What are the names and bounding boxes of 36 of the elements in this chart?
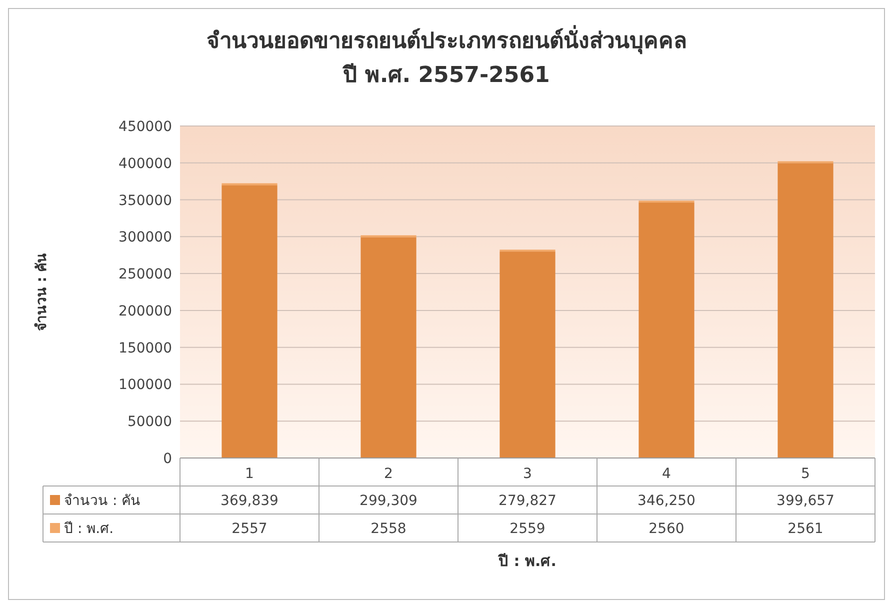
x-tick-label: 5 [801,466,810,482]
y-tick-label: 150000 [118,340,172,356]
data-label: 2558 [370,521,406,537]
chart-subtitle: ปี พ.ศ. 2557-2561 [342,63,550,88]
y-tick-label: 450000 [118,119,172,135]
legend-label: จำนวน : คัน [64,493,141,509]
x-tick-label: 1 [245,466,254,482]
x-tick-label: 4 [662,466,672,482]
y-tick-label: 100000 [118,377,172,394]
x-tick-label: 2 [384,466,393,482]
y-tick-label: 0 [163,451,172,467]
data-label: 2559 [510,521,546,537]
data-label: 369,839 [220,493,278,509]
bar [500,252,556,458]
bar [360,237,416,458]
y-tick-label: 300000 [118,230,172,246]
y-tick-label: 350000 [118,192,172,209]
data-label: 299,309 [360,493,418,509]
bar [778,163,834,458]
x-axis-title: ปี : พ.ศ. [498,552,556,570]
y-tick-label: 250000 [118,266,172,283]
y-tick-label: 200000 [118,303,172,320]
data-label: 2557 [232,521,268,537]
y-tick-label: 50000 [127,414,172,430]
data-label: 2561 [788,521,824,537]
legend-label: ปี : พ.ศ. [64,521,114,537]
x-tick-label: 3 [523,466,532,482]
chart-title: จำนวนยอดขายรถยนต์ประเภทรถยนต์นั่งส่วนบุคคล [206,24,686,55]
data-label: 279,827 [498,493,556,509]
bar [638,202,694,458]
data-label: 346,250 [638,493,696,509]
data-label: 399,657 [776,493,834,509]
y-tick-label: 400000 [118,156,172,172]
y-axis-title: จำนวน : คัน [34,252,50,332]
data-label: 2560 [648,521,684,537]
bar [222,185,278,458]
